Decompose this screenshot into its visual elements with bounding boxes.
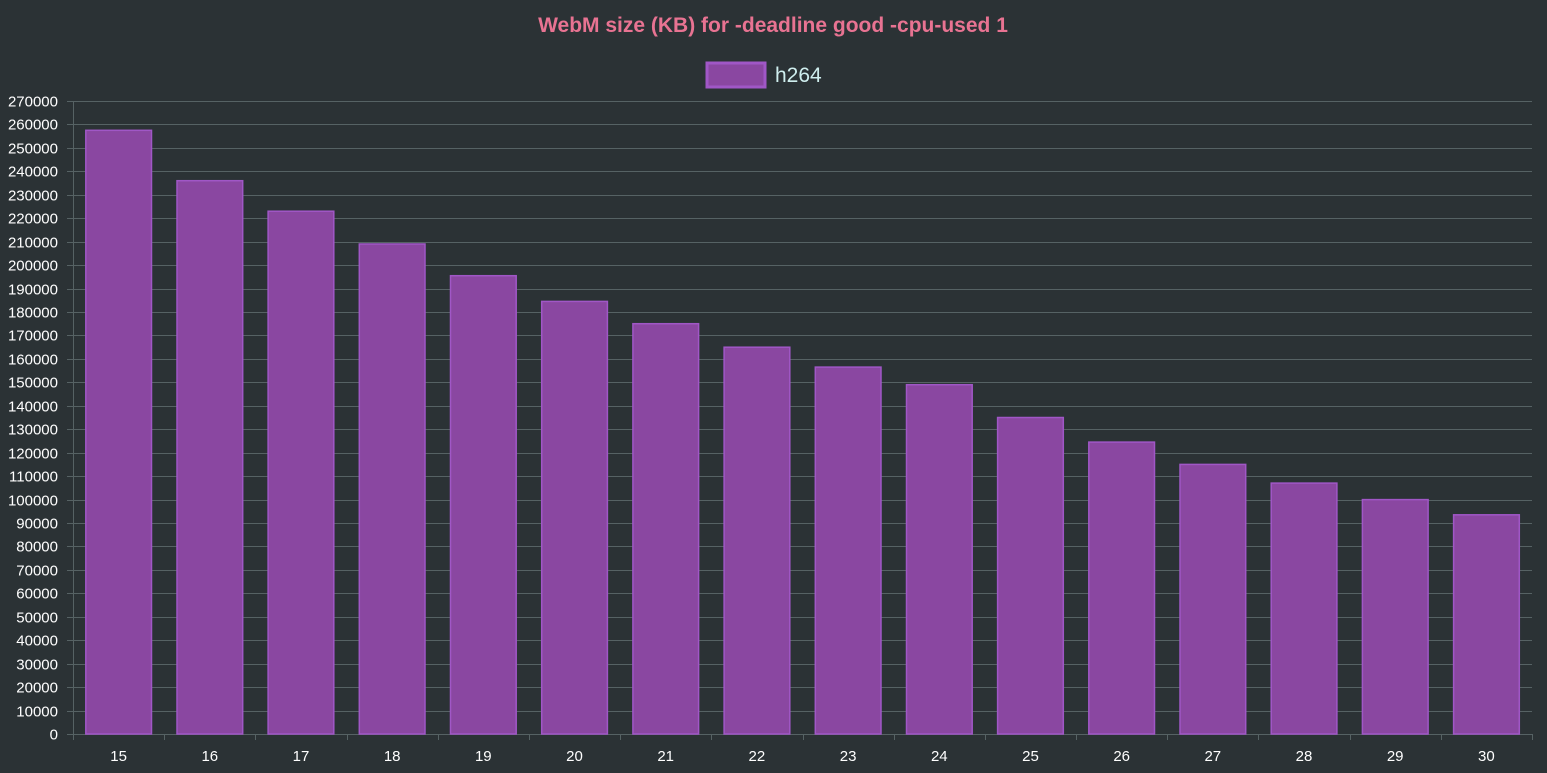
x-tick-label: 20	[566, 748, 583, 765]
y-tick-label: 90000	[16, 516, 58, 533]
y-tick-label: 80000	[16, 539, 58, 556]
x-tick-label: 21	[657, 748, 674, 765]
x-tick-label: 29	[1387, 748, 1404, 765]
y-tick-label: 230000	[8, 188, 58, 205]
x-tick-label: 27	[1204, 748, 1221, 765]
x-tick-label: 28	[1296, 748, 1313, 765]
x-axis-ticks: 15 16 17 18 19 20 21 22 23 24 25 26 27 28 29 30	[110, 734, 1533, 765]
y-tick-label: 160000	[8, 352, 58, 369]
x-tick-label: 25	[1022, 748, 1039, 765]
bar-16[interactable]	[176, 179, 244, 735]
bar-27[interactable]	[1179, 463, 1247, 735]
bar-21[interactable]	[632, 322, 700, 735]
bar-17[interactable]	[267, 210, 335, 735]
x-tick-label: 16	[201, 748, 218, 765]
x-tick-label: 15	[110, 748, 127, 765]
y-tick-label: 220000	[8, 211, 58, 228]
bar-28[interactable]	[1270, 482, 1338, 735]
bar-23[interactable]	[814, 366, 882, 735]
x-tick-label: 19	[475, 748, 492, 765]
bar-25[interactable]	[996, 416, 1065, 735]
x-tick-label: 18	[384, 748, 401, 765]
y-tick-label: 70000	[16, 563, 58, 580]
y-axis-ticks: 0 10000 20000 30000 40000 50000 60000 70000 8000…	[8, 94, 58, 744]
x-tick-label: 30	[1478, 748, 1495, 765]
y-tick-label: 20000	[16, 680, 58, 697]
y-tick-label: 60000	[16, 586, 58, 603]
bars	[85, 129, 1521, 735]
x-tick-label: 26	[1113, 748, 1130, 765]
y-tick-label: 140000	[8, 399, 58, 416]
bar-29[interactable]	[1361, 498, 1429, 735]
y-tick-label: 270000	[8, 94, 58, 111]
x-tick-label: 22	[749, 748, 766, 765]
bar-24[interactable]	[905, 383, 973, 735]
legend[interactable]: h264	[705, 61, 822, 89]
y-tick-label: 240000	[8, 164, 58, 181]
y-tick-label: 250000	[8, 141, 58, 158]
bar-15[interactable]	[85, 129, 153, 735]
bar-26[interactable]	[1088, 441, 1156, 735]
bar-30[interactable]	[1452, 514, 1521, 735]
legend-label: h264	[775, 64, 822, 87]
y-tick-label: 100000	[8, 493, 58, 510]
x-tick-label: 23	[840, 748, 857, 765]
bar-20[interactable]	[540, 300, 609, 735]
bar-18[interactable]	[358, 243, 426, 735]
y-tick-label: 30000	[16, 657, 58, 674]
y-tick-label: 0	[50, 727, 58, 744]
y-tick-label: 200000	[8, 258, 58, 275]
chart-title: WebM size (KB) for -deadline good -cpu-u…	[538, 14, 1008, 37]
bar-19[interactable]	[449, 274, 517, 735]
y-tick-label: 260000	[8, 117, 58, 134]
x-tick-label: 17	[293, 748, 310, 765]
y-tick-label: 110000	[9, 469, 58, 486]
bar-22[interactable]	[723, 346, 791, 735]
y-tick-label: 50000	[16, 610, 58, 627]
legend-swatch	[705, 61, 767, 89]
y-tick-label: 10000	[16, 704, 58, 721]
y-tick-label: 210000	[8, 235, 58, 252]
y-tick-label: 190000	[8, 282, 58, 299]
y-tick-label: 180000	[8, 305, 58, 322]
y-tick-label: 40000	[16, 633, 58, 650]
y-tick-label: 170000	[8, 328, 58, 345]
x-tick-label: 24	[931, 748, 948, 765]
y-tick-label: 130000	[8, 422, 58, 439]
y-tick-label: 150000	[8, 375, 58, 392]
y-tick-label: 120000	[8, 446, 58, 463]
